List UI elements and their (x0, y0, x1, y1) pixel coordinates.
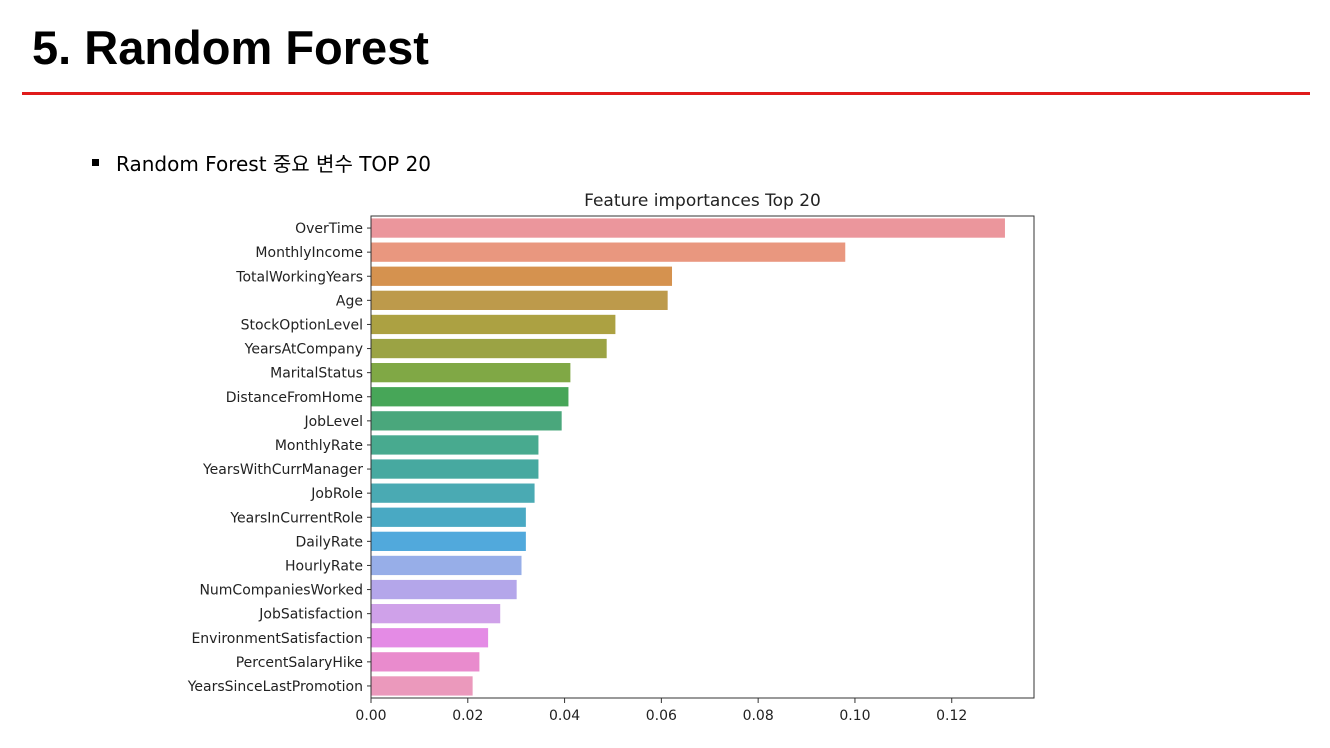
bar (371, 604, 501, 624)
y-tick-label: TotalWorkingYears (235, 269, 363, 285)
x-tick-label: 0.04 (549, 708, 580, 724)
y-tick-label: YearsWithCurrManager (202, 462, 363, 478)
x-tick-label: 0.02 (452, 708, 483, 724)
feature-importance-chart: Feature importances Top 20 OverTime Monthl… (187, 191, 1035, 724)
slide-title: 5. Random Forest (32, 21, 429, 74)
bar (371, 459, 539, 479)
bar (371, 411, 562, 431)
y-tick-label: YearsAtCompany (244, 342, 363, 358)
bar (371, 531, 526, 551)
y-tick-label: MonthlyIncome (255, 245, 363, 261)
x-tick-label: 0.12 (936, 708, 967, 724)
y-tick-label: NumCompaniesWorked (199, 583, 363, 599)
bar (371, 338, 607, 359)
chart-title: Feature importances Top 20 (584, 191, 821, 211)
bar (371, 628, 489, 648)
bar (371, 314, 616, 335)
plot-frame (370, 215, 1035, 699)
bar (371, 507, 526, 527)
y-tick-label: EnvironmentSatisfaction (191, 631, 363, 647)
x-tick-label: 0.10 (839, 708, 870, 724)
y-tick-label: YearsInCurrentRole (229, 510, 363, 526)
y-tick-label: PercentSalaryHike (236, 655, 363, 671)
bullet-item: Random Forest 중요 변수 TOP 20 (92, 148, 431, 176)
y-tick-label: YearsSinceLastPromotion (187, 679, 363, 695)
y-tick-label: JobRole (310, 486, 363, 502)
y-tick-label: JobSatisfaction (258, 607, 363, 623)
bar (371, 435, 539, 455)
y-tick-label: MaritalStatus (270, 366, 363, 382)
bar (371, 266, 673, 286)
title-divider (22, 92, 1310, 95)
y-tick-label: Age (336, 293, 363, 309)
y-tick-label: HourlyRate (285, 558, 363, 574)
bar (371, 290, 668, 310)
bar (371, 242, 846, 262)
bar (371, 218, 1005, 238)
bullet-text: Random Forest 중요 변수 TOP 20 (116, 151, 432, 176)
bar (371, 652, 480, 672)
y-tick-label: DailyRate (295, 534, 363, 550)
bar (371, 555, 522, 576)
square-bullet-icon (92, 158, 99, 166)
chart-container: Feature importances Top 20 OverTime Monthl… (160, 186, 1060, 730)
bar (371, 579, 517, 600)
x-tick-label: 0.08 (743, 708, 774, 724)
y-tick-label: MonthlyRate (275, 438, 363, 454)
x-tick-label: 0.00 (355, 708, 386, 724)
bar (371, 676, 473, 696)
bar (371, 387, 569, 407)
y-tick-label: StockOptionLevel (241, 317, 363, 333)
y-tick-label: JobLevel (303, 414, 363, 430)
bar (371, 363, 571, 383)
x-tick-label: 0.06 (646, 708, 677, 724)
y-tick-label: OverTime (295, 221, 363, 237)
y-tick-label: DistanceFromHome (226, 390, 363, 406)
bar (371, 483, 535, 503)
